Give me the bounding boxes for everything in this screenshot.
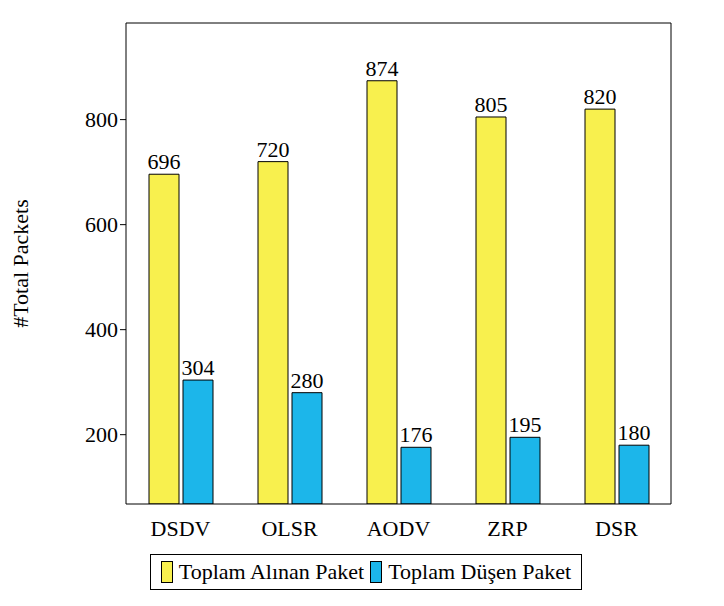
- svg-text:805: 805: [475, 92, 508, 117]
- svg-text:280: 280: [291, 368, 324, 393]
- html-text:Toplam Alınan Paket: Toplam Alınan Paket: [178, 559, 365, 584]
- svg-text:#Total Packets: #Total Packets: [8, 199, 33, 328]
- svg-text:400: 400: [85, 317, 118, 342]
- svg-text:800: 800: [85, 107, 118, 132]
- svg-text:200: 200: [85, 422, 118, 447]
- svg-text:ZRP: ZRP: [487, 516, 527, 541]
- svg-text:720: 720: [257, 137, 290, 162]
- svg-text:DSDV: DSDV: [151, 516, 211, 541]
- svg-text:600: 600: [85, 212, 118, 237]
- svg-text:176: 176: [400, 422, 433, 447]
- svg-text:820: 820: [584, 84, 617, 109]
- svg-text:696: 696: [148, 149, 181, 174]
- html-text:Toplam Düşen Paket: Toplam Düşen Paket: [388, 559, 572, 584]
- svg-text:874: 874: [366, 56, 399, 81]
- svg-text:DSR: DSR: [595, 516, 638, 541]
- svg-text:AODV: AODV: [367, 516, 431, 541]
- svg-text:180: 180: [618, 420, 651, 445]
- svg-text:195: 195: [509, 412, 542, 437]
- svg-text:OLSR: OLSR: [261, 516, 318, 541]
- svg-text:304: 304: [182, 355, 215, 380]
